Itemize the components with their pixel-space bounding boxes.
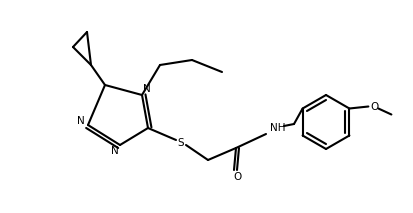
Text: O: O [234, 172, 242, 182]
Text: N: N [143, 84, 151, 94]
Text: N: N [77, 116, 85, 126]
Text: N: N [111, 146, 119, 156]
Text: S: S [178, 138, 184, 148]
Text: O: O [370, 102, 378, 111]
Text: NH: NH [270, 123, 286, 133]
